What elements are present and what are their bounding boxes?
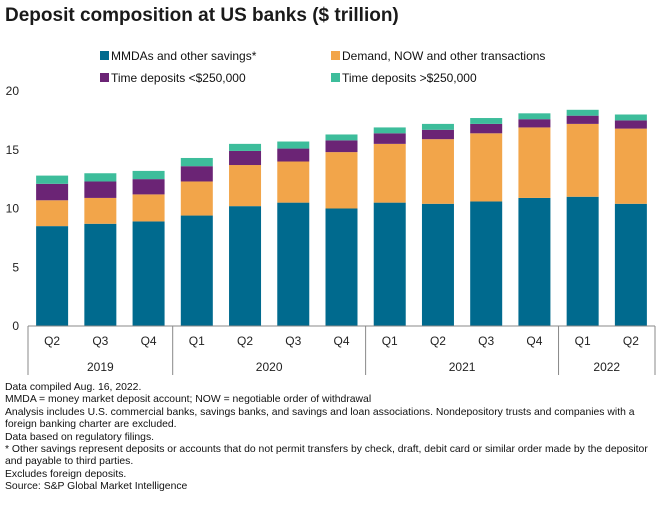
bar-segment: [229, 206, 262, 326]
bar-segment: [518, 127, 551, 198]
footnote-scope: Analysis includes U.S. commercial banks,…: [5, 406, 635, 431]
bar-segment: [229, 165, 262, 207]
footnote-abbreviations: MMDA = money market deposit account; NOW…: [5, 394, 372, 406]
x-tick-label: Q2: [623, 334, 639, 348]
bar-segment: [277, 202, 310, 326]
year-label: 2021: [449, 360, 476, 374]
bar-segment: [277, 148, 310, 162]
footnote-source: Source: S&P Global Market Intelligence: [5, 481, 188, 493]
y-tick-label: 0: [12, 319, 19, 333]
bar-segment: [470, 123, 503, 134]
x-tick-label: Q4: [333, 334, 349, 348]
year-label: 2020: [256, 360, 283, 374]
bar-segment: [614, 203, 647, 326]
bar-segment: [84, 173, 117, 182]
bar-segment: [36, 226, 69, 326]
footnote-foreign: Excludes foreign deposits.: [5, 468, 127, 480]
y-axis: 0 5 10 15 20: [6, 84, 20, 333]
bar-segment: [518, 197, 551, 326]
bar-segment: [470, 201, 503, 326]
bar-segment: [180, 181, 213, 216]
x-tick-label: Q3: [92, 334, 108, 348]
bar-segment: [470, 133, 503, 202]
bar-segment: [614, 128, 647, 204]
bar-segment: [229, 150, 262, 166]
bar-segment: [277, 161, 310, 203]
legend-swatch: [100, 51, 109, 60]
y-tick-label: 20: [6, 84, 20, 98]
bar-segment: [566, 109, 599, 116]
bar-segment: [180, 215, 213, 326]
bar-segment: [132, 170, 165, 180]
legend-label: Time deposits <$250,000: [111, 71, 246, 85]
y-tick-label: 5: [12, 260, 19, 274]
bar-segment: [421, 203, 454, 326]
x-tick-label: Q3: [478, 334, 494, 348]
bar-segment: [132, 194, 165, 222]
bar-segment: [180, 157, 213, 167]
x-tick-label: Q2: [430, 334, 446, 348]
bar-segment: [566, 123, 599, 197]
footnotes: Data compiled Aug. 16, 2022. MMDA = mone…: [5, 382, 655, 494]
bar-segment: [373, 133, 406, 144]
x-tick-label: Q3: [285, 334, 301, 348]
year-label: 2022: [593, 360, 620, 374]
bar-segment: [373, 127, 406, 134]
legend-label: Demand, NOW and other transactions: [342, 49, 545, 63]
legend-label: Time deposits >$250,000: [342, 71, 477, 85]
footnote-other-savings: * Other savings represent deposits or ac…: [5, 444, 648, 468]
bar-segment: [421, 123, 454, 130]
chart-title: Deposit composition at US banks ($ trill…: [5, 5, 399, 26]
x-axis: Q2 Q3 Q4 Q1 Q2 Q3 Q4 Q1 Q2 Q3 Q4 Q1 Q2 2019 2020 2021 20…: [27, 325, 656, 375]
bar-segment: [373, 143, 406, 203]
bar-segment: [229, 143, 262, 151]
legend-label: MMDAs and other savings*: [111, 49, 257, 63]
stacked-bar-chart: MMDAs and other savings* Demand, NOW and …: [6, 49, 656, 375]
bar-segment: [84, 181, 117, 198]
x-tick-label: Q4: [141, 334, 157, 348]
bar-segment: [36, 175, 69, 184]
x-tick-label: Q4: [526, 334, 542, 348]
bar-segment: [614, 114, 647, 121]
x-tick-label: Q2: [237, 334, 253, 348]
bar-segment: [325, 140, 358, 153]
bar-segment: [84, 197, 117, 224]
bar-segment: [180, 166, 213, 182]
bar-segment: [84, 223, 117, 326]
bar-segment: [36, 200, 69, 227]
x-tick-label: Q2: [44, 334, 60, 348]
bars: [36, 109, 647, 326]
bar-segment: [421, 129, 454, 140]
bar-segment: [325, 208, 358, 326]
y-tick-label: 15: [6, 143, 20, 157]
x-tick-label: Q1: [575, 334, 591, 348]
bar-segment: [518, 119, 551, 128]
year-label: 2019: [87, 360, 114, 374]
bar-segment: [566, 196, 599, 326]
bar-segment: [132, 221, 165, 326]
bar-segment: [36, 183, 69, 201]
bar-segment: [277, 141, 310, 149]
footnote-filings: Data based on regulatory filings.: [5, 431, 155, 443]
y-tick-label: 10: [6, 202, 20, 216]
bar-segment: [470, 118, 503, 124]
bar-segment: [132, 179, 165, 195]
legend-swatch: [331, 51, 340, 60]
footnote-date: Data compiled Aug. 16, 2022.: [5, 382, 142, 393]
bar-segment: [325, 152, 358, 209]
bar-segment: [518, 113, 551, 120]
x-tick-label: Q1: [382, 334, 398, 348]
legend: MMDAs and other savings* Demand, NOW and …: [100, 49, 545, 85]
legend-swatch: [100, 73, 109, 82]
bar-segment: [614, 120, 647, 129]
legend-swatch: [331, 73, 340, 82]
bar-segment: [421, 139, 454, 204]
bar-segment: [373, 202, 406, 326]
bar-segment: [566, 115, 599, 124]
bar-segment: [325, 134, 358, 141]
x-tick-label: Q1: [189, 334, 205, 348]
